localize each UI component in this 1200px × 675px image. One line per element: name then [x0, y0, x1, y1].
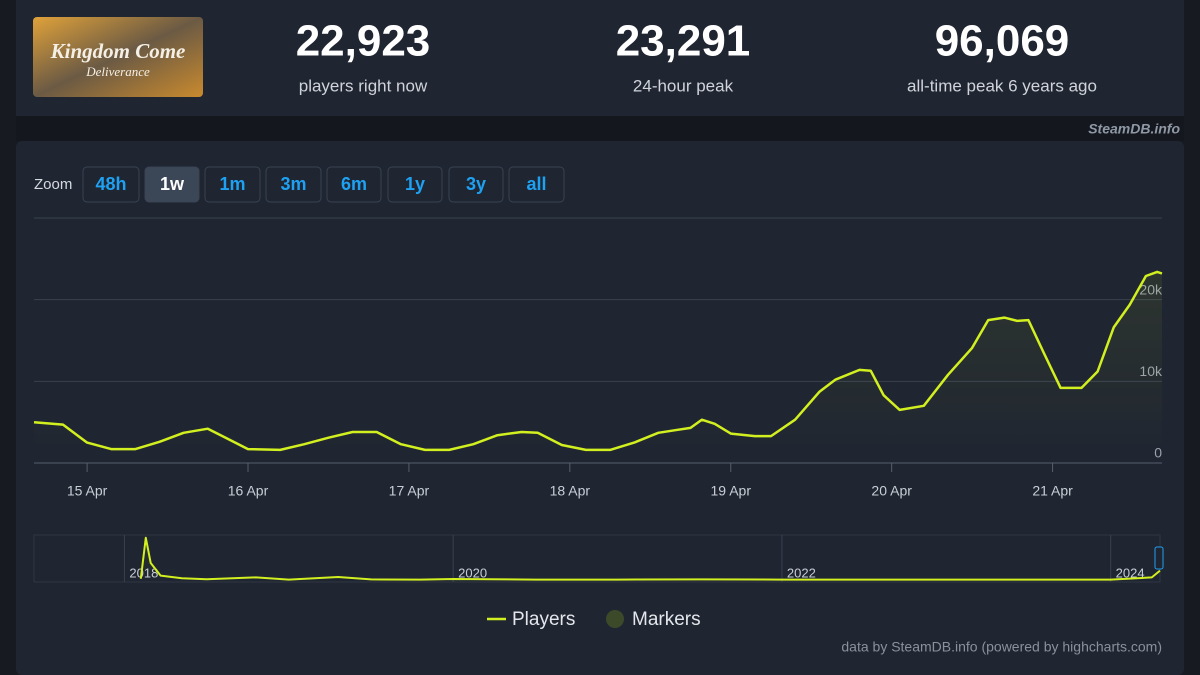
stat-value: 22,923: [296, 17, 431, 66]
zoom-label: Zoom: [34, 176, 72, 193]
game-logo: [33, 17, 203, 97]
credits: data by SteamDB.info (powered by highcha…: [841, 639, 1162, 655]
logo-subtitle: Deliverance: [85, 64, 150, 79]
navigator-handle[interactable]: [1154, 546, 1164, 570]
x-tick-label: 20 Apr: [871, 483, 912, 499]
x-tick-label: 21 Apr: [1032, 483, 1073, 499]
zoom-button-label[interactable]: 1y: [405, 174, 425, 194]
stat-value: 23,291: [616, 17, 751, 66]
watermark: SteamDB.info: [1088, 121, 1180, 137]
zoom-button-label[interactable]: 1w: [160, 174, 185, 194]
series-area: [34, 271, 1162, 463]
zoom-button-label[interactable]: 6m: [341, 174, 367, 194]
x-tick-label: 2024: [1116, 565, 1145, 580]
chart-panel: [16, 141, 1184, 675]
x-tick-label: 15 Apr: [67, 483, 108, 499]
x-tick-label: 17 Apr: [389, 483, 430, 499]
zoom-button-label[interactable]: all: [526, 174, 546, 194]
stat-label: 24-hour peak: [633, 76, 734, 95]
zoom-button[interactable]: [265, 166, 322, 203]
zoom-button[interactable]: [204, 166, 261, 203]
zoom-button[interactable]: [82, 166, 140, 203]
zoom-button[interactable]: [448, 166, 504, 203]
stat-label: all-time peak 6 years ago: [907, 76, 1097, 95]
x-tick-label: 16 Apr: [228, 483, 269, 499]
zoom-button-label[interactable]: 1m: [219, 174, 245, 194]
series-line: [139, 536, 1161, 581]
zoom-button-label[interactable]: 48h: [95, 174, 126, 194]
x-tick-label: 18 Apr: [550, 483, 591, 499]
stat-label: players right now: [299, 76, 428, 95]
legend-label[interactable]: Markers: [632, 609, 701, 630]
stat-value: 96,069: [935, 17, 1070, 66]
series-line: [33, 270, 1163, 452]
legend-symbol: [606, 610, 624, 628]
zoom-button-label[interactable]: 3m: [280, 174, 306, 194]
logo-title: Kingdom Come: [50, 39, 186, 63]
zoom-button[interactable]: [387, 166, 443, 203]
x-tick-label: 19 Apr: [711, 483, 752, 499]
x-tick-label: 2020: [458, 565, 487, 580]
zoom-button[interactable]: [326, 166, 382, 203]
watermark-strip: [16, 116, 1184, 141]
zoom-button[interactable]: [508, 166, 565, 203]
x-tick-label: 2022: [787, 565, 816, 580]
header-panel: [16, 0, 1184, 116]
legend-label[interactable]: Players: [512, 609, 575, 630]
zoom-button[interactable]: [144, 166, 200, 203]
zoom-button-label[interactable]: 3y: [466, 174, 486, 194]
